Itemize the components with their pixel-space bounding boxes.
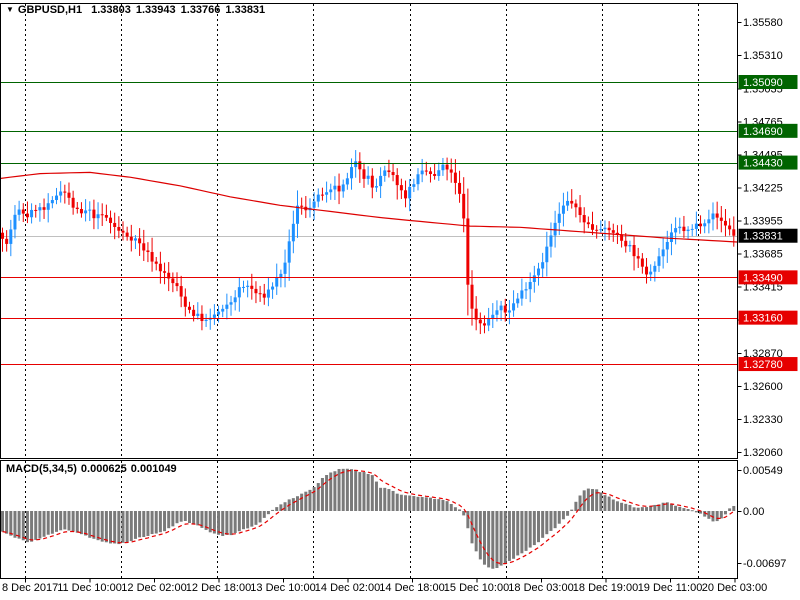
time-tick-label: 12 Dec 18:00: [186, 582, 251, 594]
price-tick-label: 1.32600: [743, 381, 783, 393]
time-tick-label: 18 Dec 19:00: [573, 582, 638, 594]
ohlc-close: 1.33831: [225, 4, 266, 16]
candles: [1, 150, 736, 335]
time-tick-label: 15 Dec 10:00: [444, 582, 509, 594]
symbol-dropdown-icon[interactable]: ▼: [6, 5, 14, 14]
symbol-label: GBPUSD,H1: [17, 4, 83, 16]
support-badge: 1.32780: [743, 359, 783, 371]
support-badge: 1.33490: [743, 272, 783, 284]
macd-signal-line: [2, 469, 735, 565]
support-badge-bg: [738, 270, 798, 285]
time-tick-label: 12 Dec 02:00: [121, 582, 186, 594]
price-badges: 1.35090 1.34690 1.34430 1.33490 1.33160 1.327…: [738, 75, 798, 372]
time-tick-label: 13 Dec 10:00: [250, 582, 315, 594]
price-tick-label: 1.33685: [743, 249, 783, 261]
macd-signal-value: 0.001049: [130, 463, 177, 475]
macd-scale-label: 0.00549: [743, 465, 783, 477]
price-tick-label: 1.33415: [743, 282, 783, 294]
price-tick-label: 1.32060: [743, 447, 783, 459]
price-tick-label: 1.34225: [743, 183, 783, 195]
ohlc-low: 1.33766: [180, 4, 221, 16]
ohlc-values: 1.33803 1.33943 1.33766 1.33831: [86, 4, 265, 16]
resistance-badge: 1.34690: [743, 126, 783, 138]
moving-average-line: [0, 171, 738, 243]
macd-value: 0.000625: [80, 463, 127, 475]
time-tick-label: 14 Dec 02:00: [315, 582, 380, 594]
time-tick-label: 14 Dec 18:00: [379, 582, 444, 594]
price-tick-label: 1.35580: [743, 17, 783, 29]
bid-price-badge: 1.33831: [743, 231, 783, 243]
ohlc-high: 1.33943: [135, 4, 176, 16]
resistance-badge-bg: [738, 75, 798, 89]
macd-axis: 0.00549 0.00 -0.00697: [737, 465, 786, 570]
time-tick-label: 18 Dec 03:00: [508, 582, 573, 594]
support-badge-bg: [738, 357, 798, 372]
resistance-badge-bg: [738, 123, 798, 138]
resistance-badge: 1.35090: [743, 77, 783, 89]
bid-price-badge-bg: [738, 228, 798, 243]
level-lines: [0, 82, 737, 365]
support-badge-bg: [738, 310, 798, 325]
time-tick-label: 19 Dec 11:00: [638, 582, 703, 594]
support-badge: 1.33160: [743, 313, 783, 325]
grid-lines: [25, 4, 699, 578]
resistance-badge: 1.34430: [743, 158, 783, 170]
price-tick-label: 1.35310: [743, 50, 783, 62]
chart-title: ▼ GBPUSD,H1 1.33803 1.33943 1.33766 1.33831: [6, 4, 265, 16]
macd-panel-border: [0, 460, 738, 579]
time-tick-label: 20 Dec 03:00: [702, 582, 767, 594]
macd-label: MACD(5,34,5) 0.000625 0.001049: [6, 463, 181, 475]
price-tick-label: 1.33955: [743, 216, 783, 228]
resistance-badge-bg: [738, 155, 798, 170]
macd-scale-label: -0.00697: [743, 558, 786, 570]
macd-name: MACD(5,34,5): [6, 463, 77, 475]
macd-scale-label: 0.00: [743, 506, 764, 518]
time-tick-label: 11 Dec 10:00: [57, 582, 122, 594]
ohlc-open: 1.33803: [91, 4, 131, 16]
main-panel-border: [0, 3, 738, 459]
price-tick-label: 1.32330: [743, 414, 783, 426]
time-tick-label: 8 Dec 2017: [2, 582, 58, 594]
